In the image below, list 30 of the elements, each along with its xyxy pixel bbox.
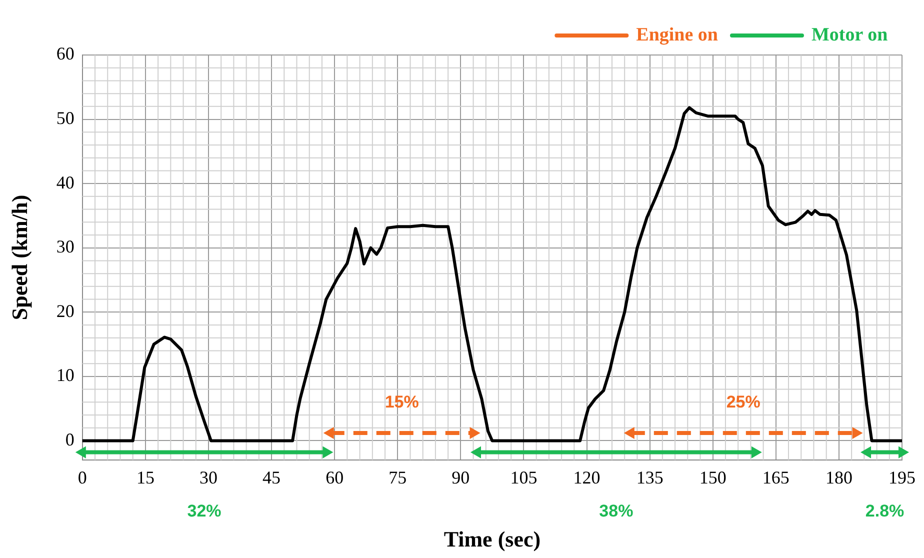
- x-tick-label: 150: [699, 468, 726, 488]
- x-tick-label: 0: [78, 468, 87, 488]
- y-axis-title: Speed (km/h): [6, 194, 32, 320]
- legend-label: Engine on: [636, 24, 718, 46]
- text: 38%: [599, 502, 634, 521]
- x-tick-label: 165: [762, 468, 790, 488]
- text: 32%: [187, 502, 222, 521]
- y-tick-label: 20: [56, 300, 74, 321]
- x-tick-label: 15: [136, 468, 154, 488]
- annotation: 25%: [726, 392, 760, 412]
- x-tick-label: 30: [199, 468, 218, 488]
- x-tick-label: 195: [888, 468, 916, 488]
- x-tick-label: 180: [825, 468, 852, 488]
- x-tick-label: 90: [452, 468, 470, 488]
- x-tick-label: 105: [510, 468, 538, 488]
- x-tick-label: 135: [636, 468, 664, 488]
- legend-label: Motor on: [811, 24, 888, 46]
- x-tick-label: 120: [573, 468, 600, 488]
- y-tick-label: 60: [56, 44, 74, 64]
- x-axis-title: Time (sec): [444, 526, 541, 552]
- x-tick-label: 75: [388, 468, 407, 488]
- text: 2.8%: [865, 502, 904, 521]
- y-tick-label: 30: [56, 236, 74, 257]
- annotation: 15%: [384, 392, 419, 412]
- y-tick-label: 50: [56, 108, 74, 128]
- x-tick-label: 60: [326, 468, 344, 488]
- x-tick-label: 45: [262, 468, 281, 488]
- y-tick-label: 10: [56, 365, 74, 386]
- y-tick-label: 40: [56, 172, 74, 192]
- y-tick-label: 0: [65, 429, 74, 450]
